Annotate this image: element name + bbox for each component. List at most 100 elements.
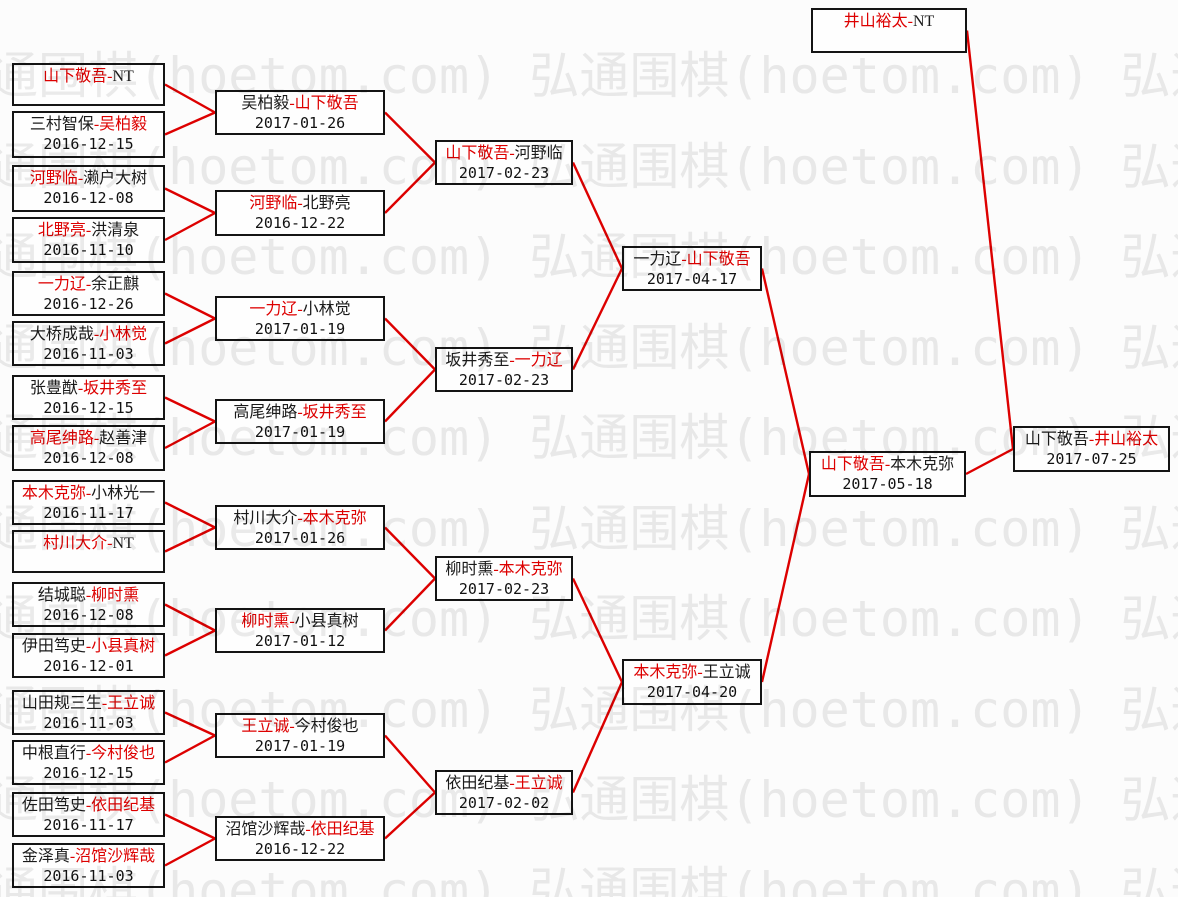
match-box-r2m5[interactable]: 村川大介-本木克弥 2017-01-26 [215,505,385,550]
match-date: 2017-04-17 [646,270,738,288]
connector-line-b5-r2m3 [164,292,216,320]
match-box-final[interactable]: 山下敬吾-井山裕太 2017-07-25 [1013,426,1170,472]
match-players: 一力辽-余正麒 [14,273,163,295]
player2-name: -柳时熏 [85,587,140,604]
match-box-b7[interactable]: 张豊猷-坂井秀至 2016-12-15 [12,375,165,420]
connector-line-r2m1-r3m1 [384,111,436,164]
player2-name: -小县真树 [85,638,156,655]
match-box-r2m6[interactable]: 柳时熏-小县真树 2017-01-12 [215,608,385,653]
match-date: 2016-12-08 [43,606,134,624]
match-date: 2016-12-22 [254,840,346,858]
match-players: 本木克弥-小林光一 [14,482,163,504]
match-box-r3m3[interactable]: 柳时熏-本木克弥 2017-02-23 [435,556,573,601]
player2-name: -坂井秀至 [297,404,367,421]
match-date: 2016-11-17 [43,504,134,522]
player1-name: 依田纪基 [445,775,510,792]
match-date: 2017-04-20 [646,683,738,701]
match-box-b10[interactable]: 村川大介-NT [12,530,165,573]
player2-name: 王立诚 [702,664,751,681]
player2-name: 本木克弥 [890,456,955,473]
match-box-b15[interactable]: 佐田笃史-依田纪基 2016-11-17 [12,792,165,837]
match-box-b16[interactable]: 金泽真-沼馆沙辉哉 2016-11-03 [12,843,165,888]
match-box-r4m1[interactable]: 一力辽-山下敬吾 2017-04-17 [622,246,762,291]
match-date: 2016-12-26 [43,295,134,313]
player1-name: 河野临- [29,170,84,187]
connector-line-r3m1-r4m1 [571,161,624,270]
match-date: 2017-01-26 [254,529,346,547]
match-players: 村川大介-NT [14,532,163,554]
match-date: 2016-12-08 [43,189,134,207]
match-players: 中根直行-今村俊也 [14,742,163,764]
match-date: 2017-01-26 [254,114,346,132]
connector-line-r5m1-final [965,447,1014,476]
match-box-b6[interactable]: 大桥成哉-小林觉 2016-11-03 [12,321,165,366]
connector-line-r2m7-r3m4 [384,734,436,794]
match-box-b3[interactable]: 河野临-濑户大树 2016-12-08 [12,165,165,212]
match-box-b13[interactable]: 山田规三生-王立诚 2016-11-03 [12,690,165,735]
match-box-b2[interactable]: 三村智保-吴柏毅 2016-12-15 [12,111,165,158]
player2-name: -吴柏毅 [93,116,148,133]
player2-name: -王立诚 [101,695,156,712]
player2-name: -山下敬吾 [681,251,751,268]
match-date: 2017-01-19 [254,320,346,338]
match-date: 2016-12-15 [43,135,134,153]
match-box-r2m3[interactable]: 一力辽-小林觉 2017-01-19 [215,296,385,341]
connector-line-r4m2-r5m1 [760,473,811,683]
match-date: 2016-12-01 [43,657,134,675]
match-box-b11[interactable]: 结城聪-柳时熏 2016-12-08 [12,582,165,627]
match-box-b4[interactable]: 北野亮-洪清泉 2016-11-10 [12,217,165,263]
player2-name: -王立诚 [509,775,563,792]
player1-name: 三村智保 [29,116,94,133]
player1-name: 高尾绅路 [233,404,298,421]
player2-name: -今村俊也 [85,745,156,762]
match-date: 2017-02-02 [458,794,550,812]
match-date: 2017-01-19 [254,423,346,441]
player2-name: -坂井秀至 [77,380,148,397]
player1-name: 本木克弥- [633,664,703,681]
match-box-b1[interactable]: 山下敬吾-NT [12,63,165,106]
connector-line-b9-r2m5 [164,501,216,529]
player2-name: -本木克弥 [493,561,563,578]
match-box-r2m8[interactable]: 沼馆沙辉哉-依田纪基 2016-12-22 [215,816,385,861]
match-players: 山下敬吾-河野临 [437,142,571,164]
player2-name: 今村俊也 [294,718,359,735]
player1-name: 河野临- [249,195,303,212]
match-box-b8[interactable]: 高尾绅路-赵善津 2016-12-08 [12,425,165,471]
match-box-b14[interactable]: 中根直行-今村俊也 2016-12-15 [12,740,165,785]
match-box-r2m1[interactable]: 吴柏毅-山下敬吾 2017-01-26 [215,90,385,135]
match-players: 坂井秀至-一力辽 [437,349,571,371]
player1-name: 张豊猷 [29,380,78,397]
match-players: 山下敬吾-井山裕太 [1015,428,1168,450]
player1-name: 王立诚- [241,718,295,735]
connector-line-r2m4-r3m2 [384,368,436,423]
connector-line-b1-r2m1 [164,83,216,114]
match-box-b5[interactable]: 一力辽-余正麒 2016-12-26 [12,271,165,316]
match-box-r3m1[interactable]: 山下敬吾-河野临 2017-02-23 [435,140,573,185]
player1-name: 中根直行 [21,745,86,762]
match-players: 佐田笃史-依田纪基 [14,794,163,816]
connector-line-b2-r2m1 [164,111,216,136]
match-players: 村川大介-本木克弥 [217,507,383,529]
match-box-b9[interactable]: 本木克弥-小林光一 2016-11-17 [12,480,165,525]
match-date: 2016-11-03 [43,714,134,732]
match-box-r2m7[interactable]: 王立诚-今村俊也 2017-01-19 [215,713,385,758]
connector-line-b14-r2m7 [164,734,216,764]
match-box-r5m1[interactable]: 山下敬吾-本木克弥 2017-05-18 [809,451,966,497]
player1-name: 大桥成哉 [29,326,94,343]
match-box-r2m2[interactable]: 河野临-北野亮 2016-12-22 [215,190,385,236]
match-players: 张豊猷-坂井秀至 [14,377,163,399]
match-box-r3m4[interactable]: 依田纪基-王立诚 2017-02-02 [435,770,573,815]
match-box-r2m4[interactable]: 高尾绅路-坂井秀至 2017-01-19 [215,399,385,444]
match-players: 高尾绅路-坂井秀至 [217,401,383,423]
match-date: 2016-12-08 [43,449,134,467]
connector-line-b13-r2m7 [164,711,216,737]
player1-name: 金泽真 [21,848,70,865]
player1-name: 吴柏毅 [241,95,290,112]
match-box-holder[interactable]: 井山裕太-NT [811,8,967,53]
player1-name: 山下敬吾- [43,68,113,85]
match-date: 2016-12-15 [43,399,134,417]
match-box-r4m2[interactable]: 本木克弥-王立诚 2017-04-20 [622,659,762,705]
match-box-r3m2[interactable]: 坂井秀至-一力辽 2017-02-23 [435,347,573,392]
match-box-b12[interactable]: 伊田笃史-小县真树 2016-12-01 [12,633,165,678]
player1-name: 本木克弥- [21,485,92,502]
